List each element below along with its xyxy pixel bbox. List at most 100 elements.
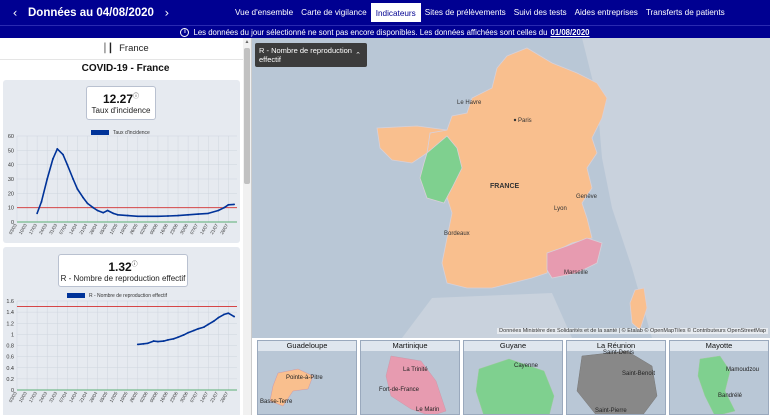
city-bordeaux: Bordeaux (444, 231, 470, 237)
data-point (102, 211, 105, 214)
tab-carte-vigilance[interactable]: Carte de vigilance (301, 8, 367, 17)
legend-label: Taux d'incidence (113, 130, 150, 136)
x-tick-label: 24/03 (38, 391, 48, 404)
tab-sites-prelevements[interactable]: Sites de prélèvements (424, 8, 506, 17)
data-point (40, 201, 43, 203)
x-tick-label: 26/05 (129, 391, 139, 404)
region-corsica[interactable] (629, 287, 648, 331)
x-tick-label: 05/05 (98, 223, 108, 236)
chevron-up-icon[interactable]: ⌃ (355, 51, 361, 59)
reproduction-label: R - Nombre de reproduction effectif (60, 274, 186, 283)
dom-city: Saint-Denis (603, 350, 635, 356)
data-point (146, 215, 149, 218)
info-circle-icon[interactable]: ⓘ (131, 262, 138, 268)
y-tick-label: 1 (11, 332, 14, 338)
data-point (76, 188, 79, 190)
dom-city: Cayenne (514, 363, 539, 369)
info-icon: i (180, 27, 190, 37)
scroll-thumb[interactable] (244, 48, 250, 184)
dom-city: Le Marin (416, 407, 440, 413)
scroll-up-icon[interactable]: ▲ (244, 39, 250, 45)
data-point (197, 327, 200, 330)
data-point (223, 313, 225, 316)
data-point (187, 213, 190, 216)
panel-scrollbar[interactable]: ▲ (243, 38, 251, 415)
map-canvas[interactable]: Le Havre Paris FRANCE Genève Lyon Bordea… (252, 38, 770, 338)
incidence-label: Taux d'incidence (91, 106, 151, 115)
overseas-guyane[interactable]: Guyane Cayenne (463, 340, 563, 415)
incidence-kpi: 12.27ⓘ Taux d'incidence (86, 86, 156, 120)
data-point (96, 209, 99, 212)
region-mainland[interactable] (426, 47, 608, 289)
y-tick-label: 0.8 (6, 344, 14, 350)
info-date-link[interactable]: 01/08/2020 (550, 27, 590, 37)
data-point (187, 331, 190, 334)
overseas-reunion[interactable]: La Réunion Saint-Denis Saint-Benoît Sain… (566, 340, 666, 415)
chevron-right-icon[interactable]: › (164, 5, 170, 20)
data-point (92, 206, 95, 209)
data-point (126, 214, 129, 217)
overseas-guadeloupe[interactable]: Guadeloupe Pointe-à-Pitre Basse-Terre (257, 340, 357, 415)
data-point (207, 212, 210, 215)
info-banner: i Les données du jour sélectionné ne son… (0, 25, 770, 38)
data-point (82, 196, 85, 199)
legend-toggle-button[interactable]: R - Nombre de reproduction effectif ⌃ (255, 43, 367, 67)
data-point (227, 203, 230, 206)
paris-marker (513, 118, 517, 122)
chevron-left-icon[interactable]: ‹ (12, 5, 18, 20)
info-circle-icon[interactable]: ⓘ (133, 94, 140, 100)
legend-swatch (67, 293, 85, 298)
x-tick-label: 31/03 (48, 391, 58, 404)
dom-city: Saint-Benoît (622, 371, 656, 377)
region-pays-de-la-loire[interactable] (419, 135, 463, 204)
france-map[interactable]: Le Havre Paris FRANCE Genève Lyon Bordea… (252, 38, 770, 338)
dom-city: Mamoudzou (726, 367, 760, 373)
indicators-panel: │┃ France COVID-19 - France 12.27ⓘ Taux … (0, 38, 252, 415)
data-point (203, 326, 205, 329)
guadeloupe-map (269, 368, 314, 407)
data-point (177, 336, 179, 339)
x-tick-label: 07/04 (58, 391, 68, 404)
data-point (157, 340, 159, 343)
x-tick-label: 21/04 (78, 223, 88, 236)
top-navbar: ‹ Données au 04/08/2020 › Vue d'ensemble… (0, 0, 770, 25)
y-tick-label: 0.2 (6, 377, 14, 383)
x-tick-label: 21/07 (209, 223, 219, 236)
dom-city: Pointe-à-Pitre (286, 375, 323, 381)
main-tabs: Vue d'ensemble Carte de vigilance Indica… (231, 3, 729, 22)
y-tick-label: 0.6 (6, 355, 14, 361)
x-tick-label: 14/04 (68, 391, 78, 404)
series-line (36, 148, 235, 218)
tab-transferts-patients[interactable]: Transferts de patients (645, 8, 725, 17)
incidence-card: 12.27ⓘ Taux d'incidence 0 10 20 30 40 50 60 03/… (3, 80, 240, 243)
data-point (86, 202, 89, 205)
location-header: │┃ France (0, 38, 251, 60)
legend-label: R - Nombre de reproduction effectif (89, 293, 168, 299)
tab-suivi-tests[interactable]: Suivi des tests (513, 8, 567, 17)
data-point (172, 337, 175, 340)
y-tick-label: 40 (8, 163, 14, 169)
location-label: France (119, 43, 149, 54)
tab-indicateurs[interactable]: Indicateurs (370, 3, 421, 22)
tab-vue-ensemble[interactable]: Vue d'ensemble (235, 8, 294, 17)
x-tick-label: 14/04 (68, 223, 78, 236)
x-tick-label: 19/05 (119, 391, 129, 404)
y-tick-label: 50 (8, 148, 14, 154)
region-paca[interactable] (546, 237, 603, 279)
overseas-martinique[interactable]: Martinique La Trinité Fort-de-France Le … (360, 340, 460, 415)
tab-aides-entreprises[interactable]: Aides entreprises (574, 8, 638, 17)
y-tick-label: 0.4 (6, 366, 14, 372)
x-tick-label: 07/07 (189, 223, 199, 236)
data-point (182, 334, 185, 336)
data-point (177, 214, 179, 217)
data-point (66, 163, 69, 166)
x-tick-label: 14/07 (199, 223, 209, 236)
overseas-mayotte[interactable]: Mayotte Mamoudzou Bandrélé (669, 340, 769, 415)
x-tick-label: 28/07 (219, 223, 229, 236)
x-tick-label: 28/04 (88, 223, 98, 236)
dom-city: Bandrélé (718, 393, 743, 399)
x-tick-label: 31/03 (48, 223, 58, 236)
x-tick-label: 23/06 (169, 223, 179, 236)
data-point (152, 340, 155, 342)
